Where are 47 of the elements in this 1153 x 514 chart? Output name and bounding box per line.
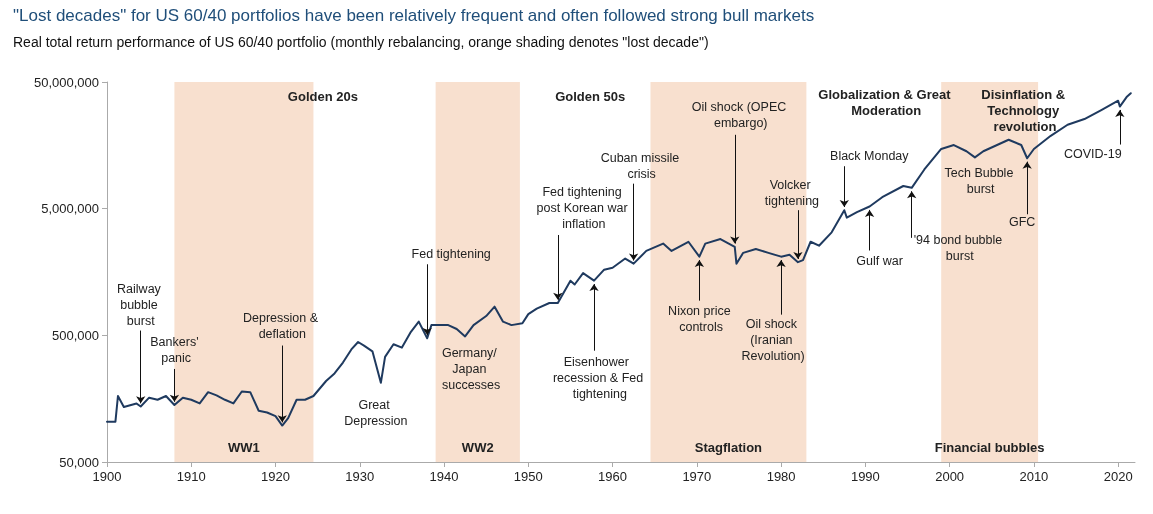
y-tick-label: 50,000 — [59, 454, 99, 470]
annotation: COVID-19 — [1064, 146, 1122, 161]
line-series — [106, 92, 1132, 427]
annotation: Tech Bubble burst — [944, 166, 1017, 197]
annotation: Volcker tightening — [764, 178, 820, 209]
annotation: Gulf war — [856, 253, 903, 268]
annotation: Great Depression — [344, 397, 408, 428]
annotation: Bankers' panic — [150, 334, 199, 365]
annotation: Oil shock (OPEC embargo) — [691, 99, 790, 130]
annotation: Golden 20s — [287, 88, 358, 104]
x-tick-label: 1990 — [850, 469, 880, 484]
annotation: Fed tightening — [411, 247, 491, 262]
annotation: GFC — [1008, 215, 1036, 230]
x-tick-label: 2010 — [1019, 469, 1049, 484]
annotation: Fed tightening post Korean war inflation — [536, 185, 632, 231]
x-tick-label: 1930 — [345, 469, 375, 484]
annotation: Eisenhower recession & Fed tightening — [552, 354, 644, 401]
x-tick-label: 1920 — [261, 469, 290, 484]
annotation: Germany/ Japan successes — [441, 346, 501, 393]
annotation: Depression & deflation — [243, 310, 322, 341]
band-label: Financial bubbles — [934, 440, 1045, 455]
y-tick-label: 50,000,000 — [33, 74, 99, 90]
annotation: '94 bond bubble burst — [913, 232, 1006, 263]
x-tick-label: 1970 — [682, 469, 712, 484]
annotation: Oil shock (Iranian Revolution) — [741, 316, 805, 363]
chart-subtitle: Real total return performance of US 60/40 portfolio (monthly rebalancing, orange shading denotes "lost decade") — [13, 34, 709, 50]
x-tick-label: 2020 — [1103, 469, 1133, 484]
annotation: Nixon price controls — [668, 303, 731, 334]
x-tick-label: 1900 — [92, 469, 122, 484]
x-tick-label: 1940 — [429, 469, 459, 484]
annotation: Black Monday — [830, 149, 910, 164]
annotation: Disinflation & Technology revolution — [981, 86, 1069, 134]
annotation: Globalization & Great Moderation — [818, 86, 955, 118]
annotation: Cuban missile crisis — [600, 150, 683, 181]
x-tick-label: 1960 — [598, 469, 628, 484]
band-label: WW2 — [461, 440, 494, 455]
annotation: Railway bubble burst — [117, 281, 165, 328]
x-tick-label: 1910 — [176, 469, 206, 484]
y-tick-label: 500,000 — [52, 327, 99, 343]
y-tick-label: 5,000,000 — [41, 201, 99, 217]
x-tick-label: 2000 — [935, 469, 965, 484]
x-tick-label: 1950 — [513, 469, 543, 484]
band-label: Stagflation — [694, 440, 763, 455]
annotation: Golden 50s — [555, 88, 626, 104]
chart-title: "Lost decades" for US 60/40 portfolios have been relatively frequent and often followed strong bull markets — [13, 6, 815, 25]
band-label: WW1 — [228, 440, 260, 455]
x-tick-label: 1980 — [766, 469, 796, 484]
